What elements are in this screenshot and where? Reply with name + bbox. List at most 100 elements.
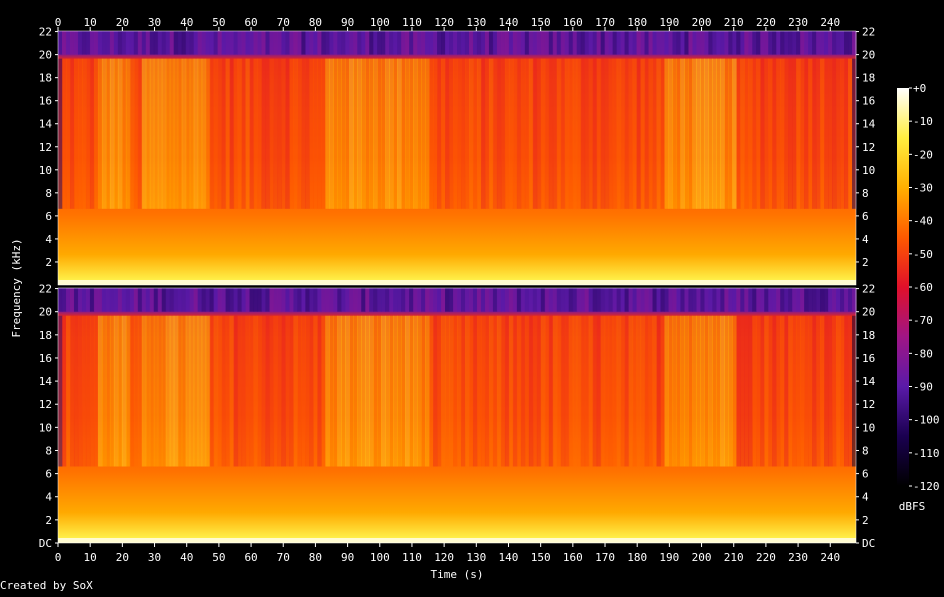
spectral-column bbox=[496, 58, 502, 209]
spectral-column bbox=[89, 58, 95, 209]
spectral-column bbox=[840, 58, 845, 209]
y-tick-label: 8 bbox=[45, 444, 52, 457]
spectral-column bbox=[512, 31, 518, 55]
spectral-column bbox=[780, 58, 785, 209]
spectral-column bbox=[588, 288, 594, 312]
y-tick-label: 4 bbox=[862, 233, 869, 246]
spectral-column bbox=[437, 315, 442, 467]
colorbar-tick-label: -10 bbox=[913, 115, 933, 128]
spectral-column bbox=[353, 31, 358, 55]
y-tick-label: 6 bbox=[45, 210, 52, 223]
x-tick-label: 130 bbox=[466, 551, 486, 564]
colorbar-tick-label: -80 bbox=[913, 347, 933, 360]
colorbar-tick-label: -20 bbox=[913, 148, 933, 161]
spectral-column bbox=[716, 288, 721, 312]
y-tick-label: 14 bbox=[39, 375, 53, 388]
spectral-column bbox=[58, 288, 63, 312]
spectral-column bbox=[828, 58, 833, 209]
spectral-column bbox=[744, 288, 749, 312]
spectral-column bbox=[269, 315, 275, 467]
spectral-column bbox=[660, 315, 666, 467]
spectral-column bbox=[301, 31, 306, 55]
spectral-column bbox=[425, 288, 430, 312]
spectral-column bbox=[229, 31, 235, 55]
spectral-column bbox=[584, 31, 590, 55]
spectral-column bbox=[660, 58, 666, 209]
spectral-column bbox=[317, 315, 322, 467]
spectral-column bbox=[852, 31, 857, 55]
spectral-column bbox=[273, 31, 279, 55]
spectral-column bbox=[373, 31, 378, 55]
spectral-column bbox=[393, 31, 398, 55]
spectral-column bbox=[568, 31, 574, 55]
spectral-column bbox=[792, 315, 797, 467]
spectral-column bbox=[121, 315, 127, 467]
spectral-column bbox=[421, 58, 426, 209]
spectral-column bbox=[844, 315, 849, 467]
spectral-column bbox=[281, 288, 287, 312]
spectral-column bbox=[301, 315, 306, 467]
spectral-column bbox=[233, 288, 239, 312]
spectral-column bbox=[820, 288, 825, 312]
spectral-column bbox=[365, 31, 370, 55]
spectral-column bbox=[261, 288, 267, 312]
spectral-column bbox=[672, 58, 678, 209]
spectral-column bbox=[289, 288, 295, 312]
spectral-column bbox=[289, 31, 295, 55]
spectral-column bbox=[189, 288, 195, 312]
x-tick-label: 40 bbox=[180, 551, 193, 564]
spectral-column bbox=[844, 288, 849, 312]
spectral-column bbox=[752, 31, 757, 55]
x-tick-label: 80 bbox=[309, 16, 322, 29]
spectral-column bbox=[157, 58, 163, 209]
spectral-column bbox=[580, 315, 586, 467]
x-tick-label: 140 bbox=[499, 16, 519, 29]
spectral-column bbox=[337, 315, 342, 467]
spectral-column bbox=[704, 315, 709, 467]
spectral-column bbox=[792, 288, 797, 312]
spectral-column bbox=[173, 31, 179, 55]
spectral-column bbox=[504, 315, 510, 467]
spectral-column bbox=[221, 315, 227, 467]
x-tick-label: 150 bbox=[531, 16, 551, 29]
spectral-column bbox=[780, 31, 785, 55]
colorbar-tick-label: -70 bbox=[913, 314, 933, 327]
spectral-column bbox=[664, 288, 670, 312]
spectral-column bbox=[61, 315, 67, 467]
spectral-column bbox=[728, 58, 733, 209]
spectral-column bbox=[808, 288, 813, 312]
spectral-column bbox=[217, 58, 223, 209]
spectral-column bbox=[69, 58, 75, 209]
spectral-column bbox=[772, 31, 777, 55]
spectral-column bbox=[724, 288, 729, 312]
spectral-column bbox=[289, 315, 295, 467]
spectral-column bbox=[504, 31, 510, 55]
spectral-column bbox=[692, 58, 697, 209]
spectral-column bbox=[357, 31, 362, 55]
spectral-column bbox=[712, 58, 717, 209]
spectral-column bbox=[317, 58, 322, 209]
spectral-column bbox=[365, 58, 370, 209]
spectral-column bbox=[449, 58, 454, 209]
spectral-column bbox=[476, 31, 482, 55]
spectral-column bbox=[205, 288, 211, 312]
spectral-column bbox=[153, 315, 159, 467]
spectral-column bbox=[852, 315, 857, 467]
spectral-column bbox=[301, 58, 306, 209]
spectral-column bbox=[113, 58, 119, 209]
spectral-column bbox=[620, 31, 626, 55]
spectral-column bbox=[704, 31, 709, 55]
spectral-column bbox=[173, 288, 179, 312]
colorbar-tick-label: +0 bbox=[913, 82, 926, 95]
spectral-column bbox=[760, 58, 765, 209]
spectral-column bbox=[449, 31, 454, 55]
x-tick-label: 30 bbox=[148, 551, 161, 564]
spectral-column bbox=[197, 288, 203, 312]
spectral-column bbox=[476, 58, 482, 209]
spectral-column bbox=[620, 58, 626, 209]
spectral-column bbox=[728, 31, 733, 55]
spectral-column bbox=[692, 31, 697, 55]
spectral-column bbox=[385, 315, 390, 467]
spectral-column bbox=[233, 315, 239, 467]
spectral-column bbox=[540, 31, 546, 55]
